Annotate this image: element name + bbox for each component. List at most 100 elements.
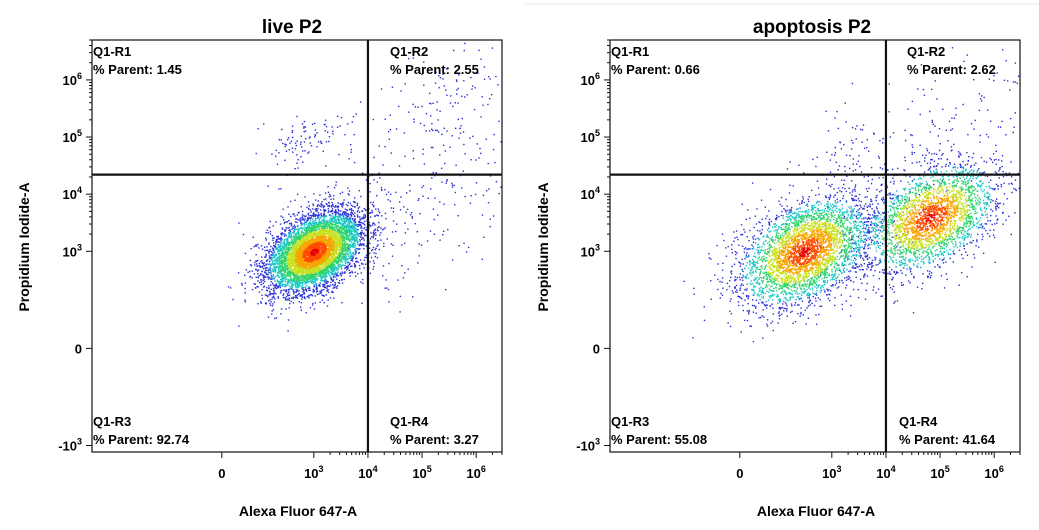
event-dot bbox=[278, 253, 281, 255]
event-dot bbox=[359, 233, 361, 235]
event-dot bbox=[285, 289, 287, 291]
event-dot bbox=[328, 231, 330, 234]
event-dot bbox=[333, 236, 335, 238]
event-dot bbox=[269, 266, 271, 268]
event-dot bbox=[281, 232, 284, 235]
event-dot bbox=[319, 279, 322, 282]
event-dot bbox=[278, 269, 280, 271]
event-dot bbox=[282, 228, 284, 230]
event-dot bbox=[301, 269, 303, 271]
event-dot bbox=[340, 214, 342, 216]
event-dot bbox=[353, 161, 356, 164]
event-dot bbox=[288, 273, 290, 275]
event-dot bbox=[287, 243, 289, 246]
event-dot bbox=[347, 220, 350, 222]
event-dot bbox=[333, 264, 335, 266]
event-dot bbox=[320, 203, 322, 205]
event-dot bbox=[284, 276, 287, 279]
event-dot bbox=[275, 248, 277, 250]
event-dot bbox=[336, 287, 338, 289]
event-dot bbox=[437, 214, 439, 216]
event-dot bbox=[325, 141, 328, 143]
event-dot bbox=[308, 235, 310, 237]
event-dot bbox=[332, 228, 335, 230]
event-dot bbox=[390, 193, 392, 195]
event-dot bbox=[363, 217, 365, 219]
event-dot bbox=[244, 301, 246, 303]
event-dot bbox=[315, 268, 317, 270]
event-dot bbox=[364, 235, 366, 237]
event-dot bbox=[270, 251, 273, 253]
event-dot bbox=[340, 238, 343, 241]
event-dot bbox=[329, 221, 331, 224]
event-dot bbox=[339, 241, 342, 244]
event-dot bbox=[443, 203, 445, 205]
event-dot bbox=[264, 265, 266, 267]
event-dot bbox=[356, 247, 358, 250]
event-dot bbox=[270, 245, 272, 248]
event-dot bbox=[301, 123, 304, 125]
event-dot bbox=[493, 133, 495, 136]
event-dot bbox=[380, 187, 383, 189]
event-dot bbox=[351, 222, 353, 225]
event-dot bbox=[355, 248, 357, 250]
event-dot bbox=[276, 163, 279, 165]
event-dot bbox=[333, 264, 336, 266]
event-dot bbox=[323, 211, 326, 213]
event-dot bbox=[299, 295, 301, 297]
event-dot bbox=[422, 153, 424, 155]
event-dot bbox=[377, 227, 379, 229]
event-dot bbox=[290, 250, 293, 252]
event-dot bbox=[311, 279, 314, 281]
event-dot bbox=[489, 97, 491, 100]
event-dot bbox=[316, 293, 319, 296]
event-dot bbox=[284, 248, 286, 250]
event-dot bbox=[278, 272, 280, 274]
event-dot bbox=[350, 246, 352, 248]
event-dot bbox=[257, 128, 259, 130]
event-dot bbox=[334, 210, 337, 212]
event-dot bbox=[299, 240, 301, 242]
event-dot bbox=[349, 263, 351, 266]
event-dot bbox=[274, 270, 276, 272]
event-dot bbox=[469, 202, 472, 204]
event-dot bbox=[296, 294, 298, 296]
event-dot bbox=[287, 251, 289, 253]
event-dot bbox=[346, 269, 348, 271]
event-dot bbox=[305, 236, 307, 239]
event-dot bbox=[346, 209, 348, 211]
event-dot bbox=[322, 294, 325, 297]
event-dot bbox=[316, 223, 318, 226]
event-dot bbox=[354, 221, 357, 224]
event-dot bbox=[279, 249, 281, 251]
event-dot bbox=[294, 262, 296, 264]
event-dot bbox=[384, 227, 386, 229]
event-dot bbox=[285, 256, 288, 259]
event-dot bbox=[329, 274, 331, 277]
event-dot bbox=[339, 272, 342, 274]
event-dot bbox=[352, 205, 354, 207]
event-dot bbox=[480, 152, 482, 155]
event-dot bbox=[292, 259, 295, 262]
event-dot bbox=[347, 236, 349, 238]
event-dot bbox=[346, 225, 348, 227]
event-dot bbox=[313, 270, 316, 272]
event-dot bbox=[260, 261, 262, 263]
event-dot bbox=[347, 244, 350, 246]
event-dot bbox=[304, 239, 307, 241]
event-dot bbox=[305, 278, 307, 281]
event-dot bbox=[271, 153, 273, 155]
event-dot bbox=[258, 291, 261, 293]
event-dot bbox=[332, 220, 334, 223]
event-dot bbox=[324, 228, 326, 230]
event-dot bbox=[323, 198, 325, 201]
event-dot bbox=[363, 239, 365, 241]
event-dot bbox=[300, 270, 302, 272]
event-dot bbox=[250, 265, 252, 267]
event-dot bbox=[342, 212, 344, 214]
event-dot bbox=[332, 280, 334, 282]
event-dot bbox=[275, 238, 278, 241]
event-dot bbox=[346, 235, 348, 237]
event-dot bbox=[282, 246, 284, 249]
event-dot bbox=[255, 276, 257, 279]
